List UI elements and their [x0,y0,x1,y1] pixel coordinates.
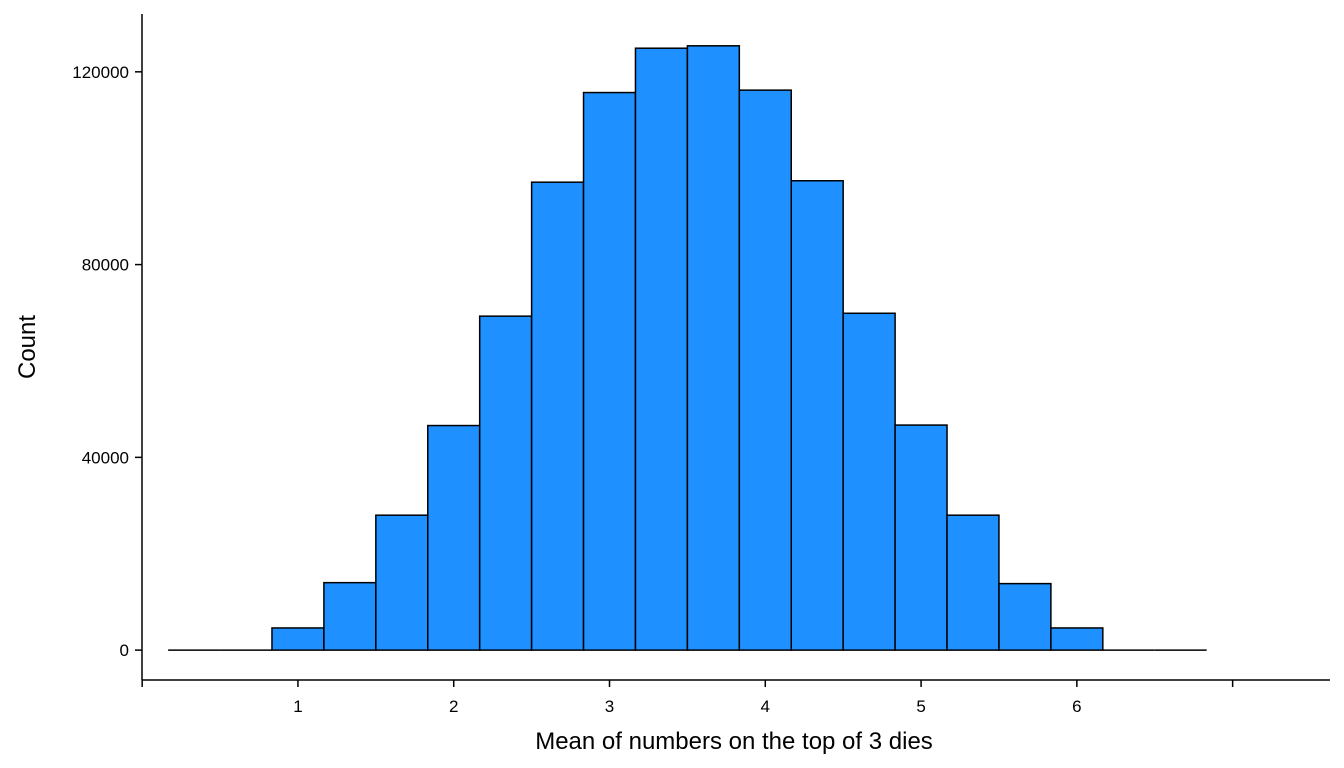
y-tick-label: 120000 [72,63,129,82]
histogram-bar [842,312,896,651]
x-tick-label: 2 [449,697,458,716]
histogram-bar [998,582,1052,651]
x-tick-label: 5 [916,697,925,716]
x-tick-label: 4 [761,697,770,716]
histogram-bar [375,514,429,651]
histogram-bar [946,514,1000,651]
y-tick-label: 40000 [82,448,129,467]
histogram-bar [478,315,533,651]
x-tick-label: 3 [605,697,614,716]
histogram-bar [530,181,585,651]
y-tick-label: 0 [120,641,129,660]
histogram-bar [634,47,689,651]
y-axis: 0 40000 80000 120000 [72,14,143,680]
histogram-bar [1050,627,1104,651]
histogram-bar [894,424,948,651]
histogram-bar [323,581,377,651]
histogram-bar [271,627,325,651]
x-axis: 1 2 3 4 5 6 [141,679,1330,716]
y-axis-title: Count [14,315,41,379]
x-tick-label: 1 [293,697,302,716]
x-axis-title: Mean of numbers on the top of 3 dies [535,728,933,755]
bars-layer [168,45,1207,651]
histogram-bar [686,45,741,651]
y-tick-label: 80000 [82,256,129,275]
histogram-bar [582,91,637,651]
histogram-bar [427,424,481,651]
histogram-bar [738,89,792,651]
x-tick-label: 6 [1072,697,1081,716]
histogram-bar [790,179,844,651]
